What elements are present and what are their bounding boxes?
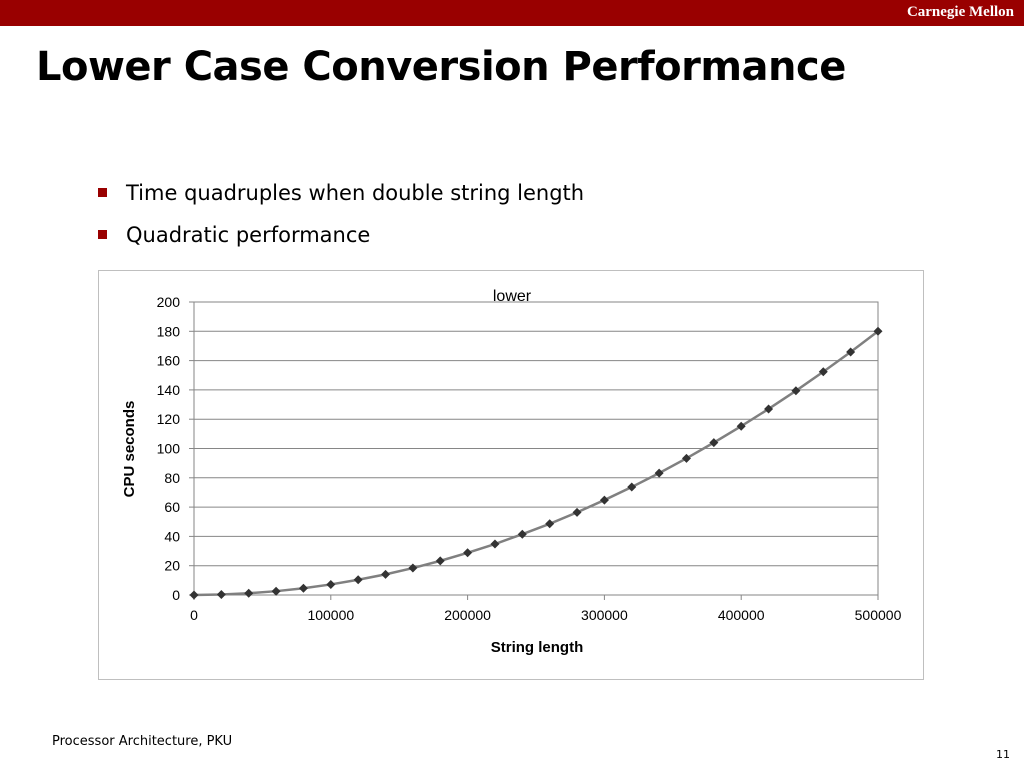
y-tick-label: 140 xyxy=(157,382,181,398)
data-point xyxy=(326,579,336,589)
data-point xyxy=(873,326,883,336)
slide-title: Lower Case Conversion Performance xyxy=(36,44,846,90)
y-tick-label: 180 xyxy=(157,323,181,339)
bullet-list: Time quadruples when double string lengt… xyxy=(96,178,584,262)
data-point xyxy=(490,539,500,549)
data-point xyxy=(736,421,746,431)
chart-title: lower xyxy=(493,288,532,305)
y-tick-label: 20 xyxy=(164,558,180,574)
bullet-text: Quadratic performance xyxy=(126,223,371,247)
data-point xyxy=(408,563,418,573)
data-point xyxy=(846,347,856,357)
y-tick-label: 120 xyxy=(157,411,181,427)
data-point xyxy=(216,590,226,600)
x-tick-label: 400000 xyxy=(718,607,765,623)
y-tick-label: 160 xyxy=(157,353,181,369)
y-axis-title: CPU seconds xyxy=(121,401,138,498)
data-point xyxy=(545,519,555,529)
data-point xyxy=(818,367,828,377)
data-point xyxy=(517,529,527,539)
bullet-item: Quadratic performance xyxy=(96,220,584,262)
square-bullet-icon xyxy=(98,188,107,197)
data-point xyxy=(353,575,363,585)
y-tick-label: 60 xyxy=(164,499,180,515)
gridlines xyxy=(194,301,878,596)
y-tick-label: 100 xyxy=(157,441,181,457)
x-axis-ticks: 0 100000 200000 300000 400000 500000 xyxy=(190,595,902,623)
bullet-text: Time quadruples when double string lengt… xyxy=(126,181,585,205)
data-point xyxy=(298,583,308,593)
data-point xyxy=(381,569,391,579)
y-axis-ticks: 0 20 40 60 80 100 120 140 160 180 200 xyxy=(157,294,194,603)
data-point xyxy=(271,586,281,596)
data-point xyxy=(463,548,473,558)
x-tick-label: 300000 xyxy=(581,607,628,623)
data-point xyxy=(627,482,637,492)
data-point xyxy=(244,588,254,598)
series-group xyxy=(189,326,883,600)
data-point xyxy=(572,507,582,517)
header-bar: Carnegie Mellon xyxy=(0,0,1024,26)
x-tick-label: 0 xyxy=(190,607,198,623)
y-tick-label: 80 xyxy=(164,470,180,486)
line-chart: lower 0 20 40 60 80 100 120 140 160 180 200 0 10000… xyxy=(121,288,902,656)
brand-label: Carnegie Mellon xyxy=(906,4,1014,20)
data-point xyxy=(791,386,801,396)
bullet-item: Time quadruples when double string lengt… xyxy=(96,178,584,220)
data-point xyxy=(681,453,691,463)
x-tick-label: 500000 xyxy=(855,607,902,623)
page-number: 11 xyxy=(996,748,1010,761)
x-axis-title: String length xyxy=(491,639,584,656)
data-point xyxy=(709,438,719,448)
y-tick-label: 40 xyxy=(164,528,180,544)
y-tick-label: 0 xyxy=(172,587,180,603)
y-tick-label: 200 xyxy=(157,294,181,310)
data-point xyxy=(435,556,445,566)
square-bullet-icon xyxy=(98,230,107,239)
series-line xyxy=(193,330,879,597)
data-point xyxy=(654,468,664,478)
x-tick-label: 200000 xyxy=(444,607,491,623)
footer-course: Processor Architecture, PKU xyxy=(52,734,233,749)
data-point xyxy=(189,590,199,600)
x-tick-label: 100000 xyxy=(307,607,354,623)
data-point xyxy=(764,404,774,414)
data-point xyxy=(599,495,609,505)
chart-container: lower 0 20 40 60 80 100 120 140 160 180 200 0 10000… xyxy=(98,270,924,680)
